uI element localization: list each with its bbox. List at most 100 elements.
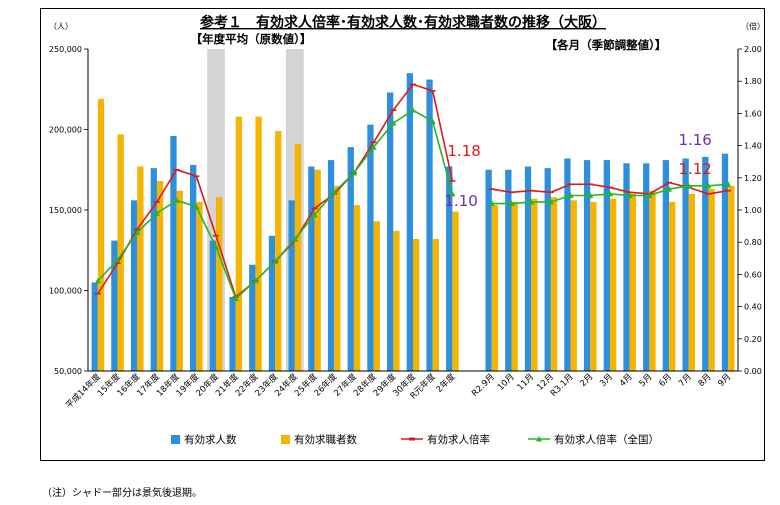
point-national-ratio (173, 197, 180, 203)
legend-swatch (171, 435, 180, 444)
y-right-tick-label: 1.60 (744, 109, 762, 118)
bar-job-offers (505, 169, 512, 371)
bar-job-offers (446, 166, 453, 371)
bar-job-offers (485, 169, 492, 371)
y-right-tick-label: 1.40 (744, 142, 762, 151)
bar-job-seekers (275, 131, 282, 371)
y-right-tick-label: 0.20 (744, 335, 762, 344)
bar-job-seekers (669, 201, 676, 371)
y-right-tick-label: 0.80 (744, 238, 762, 247)
bar-job-seekers (334, 185, 341, 371)
point-national-ratio (153, 210, 160, 216)
legend-label: 有効求人数 (184, 433, 237, 446)
y-left-unit: （人） (49, 22, 73, 31)
x-tick-label: 9月 (716, 372, 733, 389)
y-right-tick-label: 1.80 (744, 77, 762, 86)
bar-job-offers (249, 264, 256, 371)
bar-job-seekers (196, 201, 203, 371)
bar-job-offers (229, 296, 236, 371)
bar-job-offers (347, 147, 354, 371)
point-national-ratio (272, 258, 279, 265)
point-national-ratio (508, 200, 515, 207)
legend-marker (536, 436, 542, 442)
y-right-tick-label: 2.00 (744, 45, 762, 54)
bar-job-offers (524, 166, 532, 371)
x-tick-label: R2.9月 (470, 372, 497, 399)
bar-job-offers (327, 160, 335, 371)
point-national-ratio (213, 244, 220, 250)
x-tick-label: 8月 (697, 372, 714, 389)
bar-job-offers (268, 235, 276, 371)
x-tick-label: 11月 (516, 372, 537, 393)
bar-job-offers (406, 73, 413, 372)
point-national-ratio (646, 192, 653, 199)
bar-job-offers (662, 160, 670, 371)
bar-job-seekers (609, 198, 617, 371)
point-national-ratio (331, 189, 338, 195)
bar-job-seekers (531, 198, 538, 371)
point-national-ratio (114, 256, 121, 263)
point-national-ratio (134, 229, 141, 236)
point-national-ratio (587, 192, 594, 199)
section-label-annual: 【年度平均（原数値）】 (191, 32, 312, 46)
bar-job-seekers (137, 166, 144, 371)
bar-job-seekers (649, 190, 656, 371)
bar-job-seekers (353, 205, 361, 371)
point-national-ratio (193, 203, 200, 210)
bar-job-offers (190, 164, 197, 371)
bar-job-offers (564, 158, 571, 371)
point-national-ratio (370, 144, 377, 150)
x-tick-label: 6月 (657, 372, 674, 389)
legend-label: 有効求人倍率（全国） (554, 433, 659, 446)
employment-chart: 参考１ 有効求人倍率･有効求人数･有効求職者数の推移（大阪）【年度平均（原数値）… (49, 14, 765, 446)
y-right-tick-label: 1.00 (744, 206, 762, 215)
legend-label: 有効求人倍率 (427, 433, 490, 446)
bar-job-seekers (216, 197, 223, 371)
bar-job-seekers (176, 190, 183, 371)
point-national-ratio (725, 181, 732, 187)
bar-job-seekers (413, 238, 420, 371)
bar-job-seekers (491, 205, 499, 371)
annotation-label: 1.12 (678, 160, 711, 178)
bar-job-seekers (452, 211, 459, 371)
bar-job-seekers (117, 134, 124, 371)
y-left-tick-label: 150,000 (49, 206, 82, 215)
annotation-label: 1.16 (678, 131, 711, 149)
y-left-tick-label: 250,000 (49, 45, 82, 54)
point-national-ratio (311, 211, 318, 218)
bar-job-seekers (97, 98, 105, 371)
point-national-ratio (488, 200, 495, 207)
bar-job-seekers (373, 221, 380, 371)
legend-swatch (281, 435, 290, 444)
point-national-ratio (685, 182, 692, 189)
bar-job-offers (426, 79, 433, 371)
bar-job-seekers (511, 201, 518, 371)
point-national-ratio (410, 107, 416, 113)
bar-job-seekers (432, 238, 439, 371)
point-national-ratio (429, 118, 436, 124)
y-right-unit: （倍） (741, 21, 765, 31)
point-national-ratio (390, 120, 397, 126)
point-national-ratio (666, 186, 673, 192)
x-tick-label: 2年度 (434, 371, 458, 395)
point-national-ratio (528, 198, 535, 205)
point-national-ratio (547, 198, 554, 205)
footnote: （注）シャドー部分は景気後退期。 (42, 488, 202, 499)
bar-job-seekers (393, 230, 400, 371)
bar-job-offers (387, 92, 394, 371)
bar-job-offers (288, 200, 295, 371)
y-right-tick-label: 0.00 (744, 367, 762, 376)
point-national-ratio (705, 182, 712, 189)
bar-job-offers (682, 158, 689, 371)
x-tick-label: 2月 (578, 372, 595, 389)
x-tick-label: 10月 (496, 372, 517, 393)
bar-job-seekers (294, 143, 302, 371)
bar-job-seekers (688, 193, 696, 371)
bar-job-seekers (255, 116, 262, 372)
bar-job-seekers (570, 200, 577, 371)
point-national-ratio (291, 235, 298, 242)
bar-job-seekers (235, 116, 243, 372)
bar-job-seekers (708, 189, 715, 371)
legend-label: 有効求職者数 (294, 433, 357, 446)
annotation-label: 1.10 (444, 192, 477, 210)
